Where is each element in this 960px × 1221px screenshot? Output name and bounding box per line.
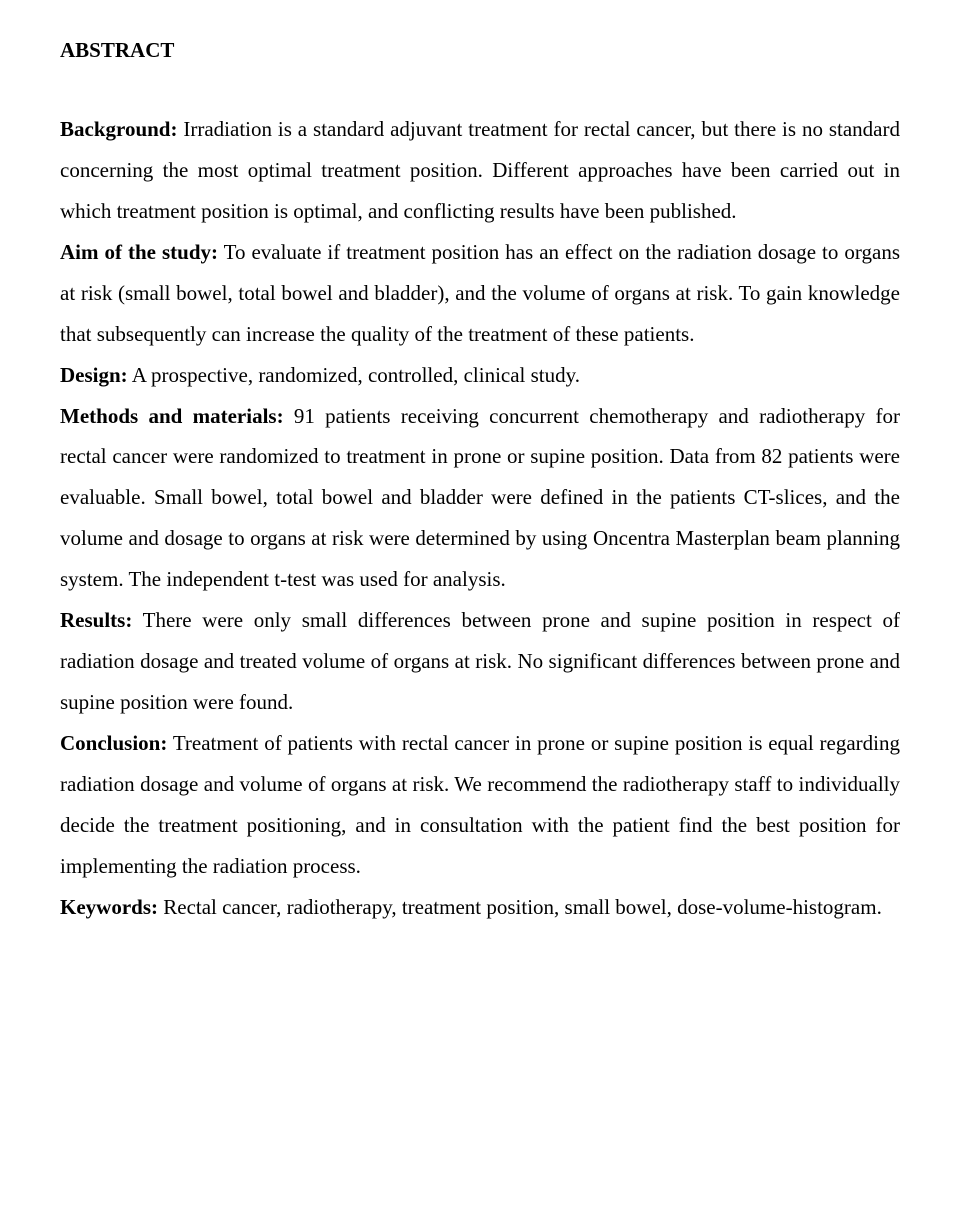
abstract-body: Background: Irradiation is a standard ad… [60,109,900,928]
keywords-label: Keywords: [60,895,158,919]
conclusion-label: Conclusion: [60,731,167,755]
design-text: A prospective, randomized, controlled, c… [128,363,580,387]
results-text: There were only small differences betwee… [60,608,900,714]
design-label: Design: [60,363,128,387]
aim-label: Aim of the study: [60,240,218,264]
methods-label: Methods and materials: [60,404,284,428]
methods-text: 91 patients receiving concurrent chemoth… [60,404,900,592]
background-label: Background: [60,117,177,141]
abstract-title: ABSTRACT [60,30,900,71]
results-label: Results: [60,608,132,632]
background-text: Irradiation is a standard adjuvant treat… [60,117,900,223]
keywords-text: Rectal cancer, radiotherapy, treatment p… [158,895,882,919]
conclusion-text: Treatment of patients with rectal cancer… [60,731,900,878]
